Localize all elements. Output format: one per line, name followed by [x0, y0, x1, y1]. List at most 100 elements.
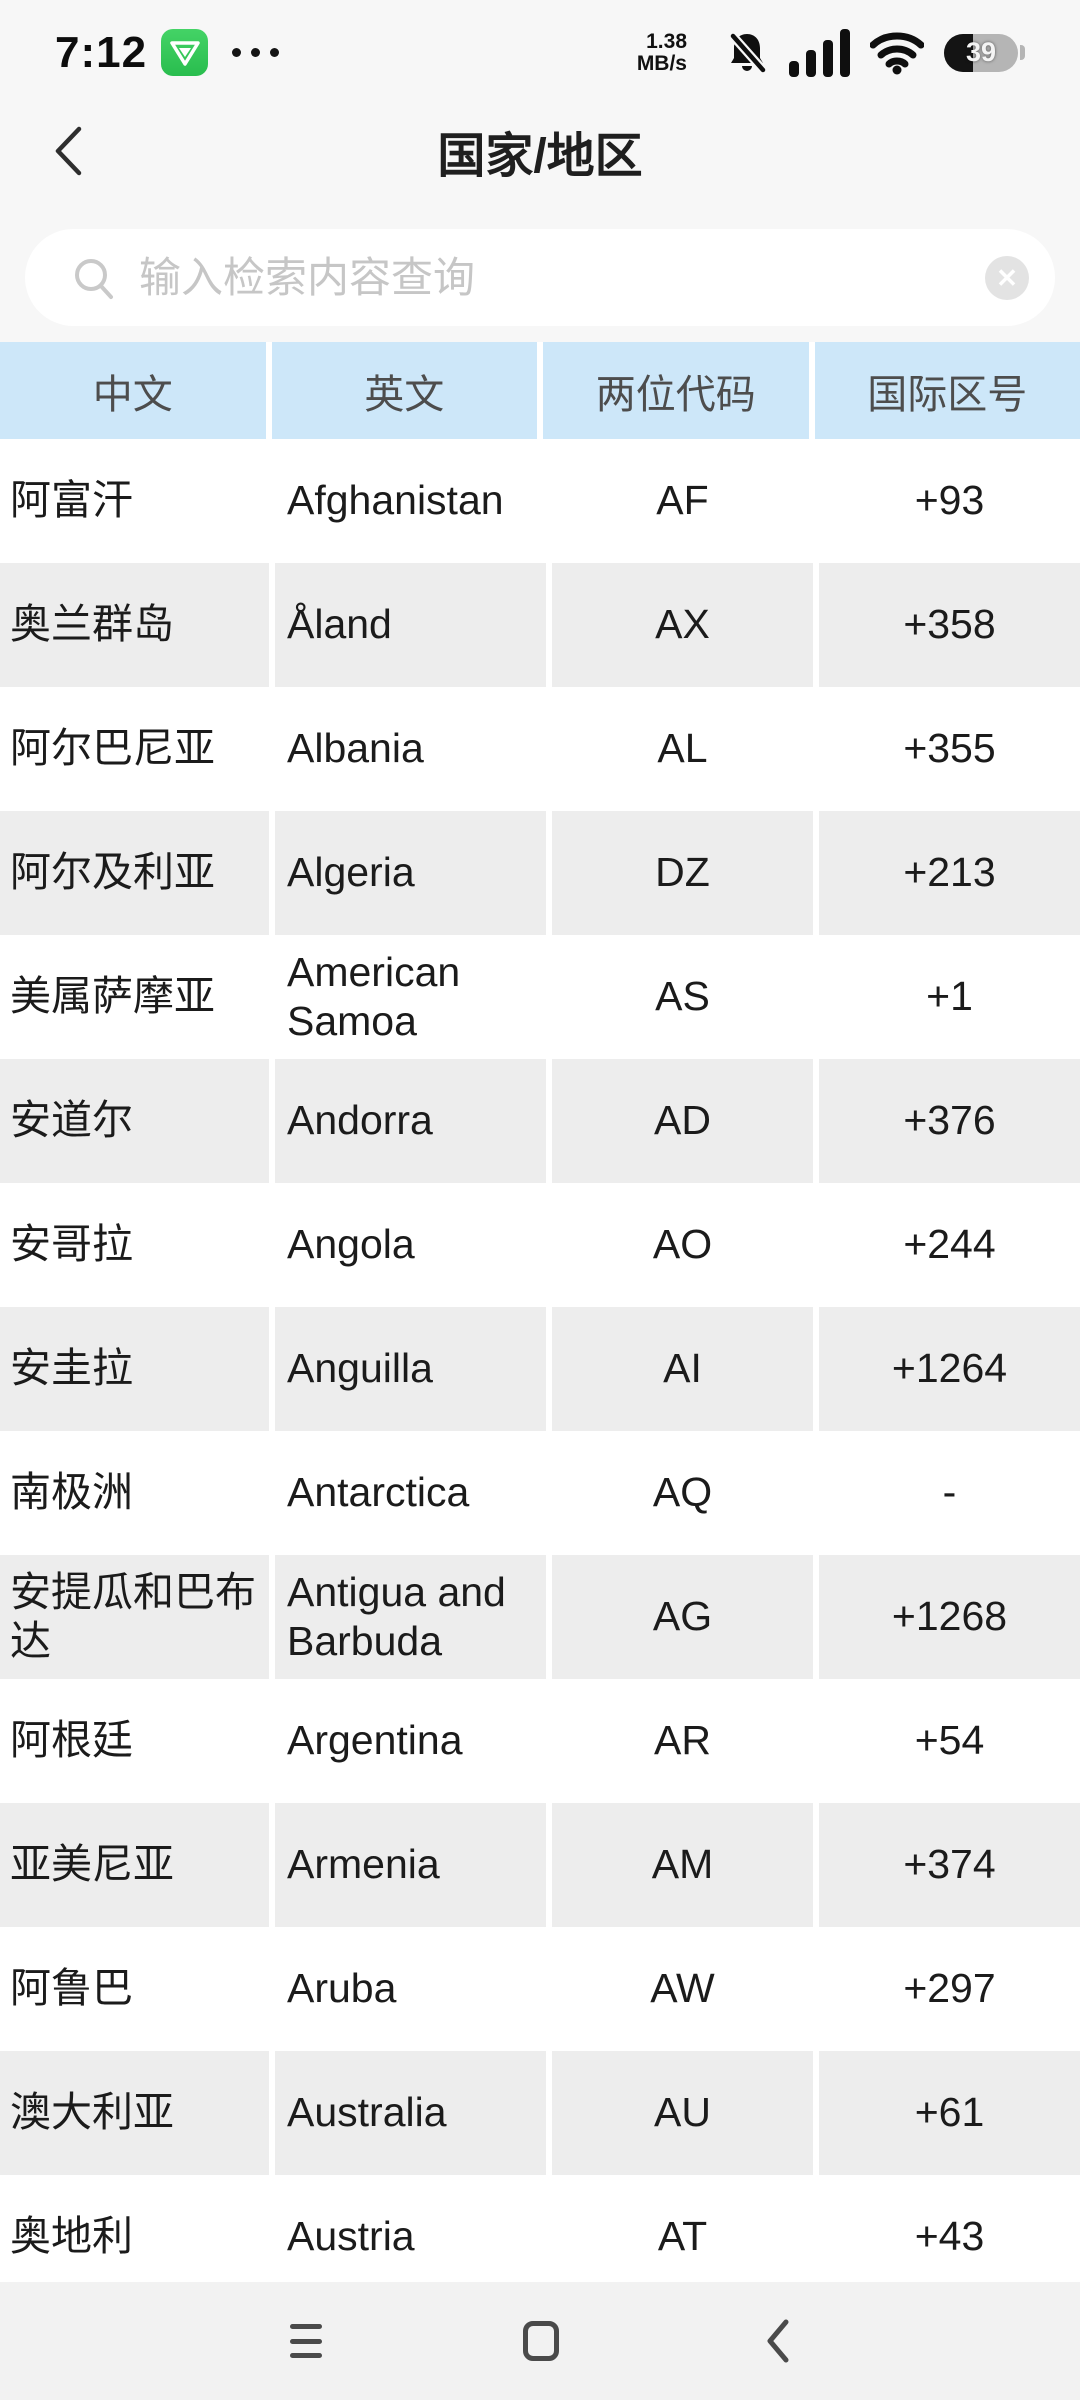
cell-chinese-name: 阿尔巴尼亚 [0, 687, 269, 811]
search-bar[interactable]: ✕ [25, 229, 1055, 326]
cell-english-name: American Samoa [269, 935, 546, 1059]
cell-dial-code: +93 [813, 439, 1080, 563]
cell-english-name: Algeria [269, 811, 546, 935]
table-row[interactable]: 安提瓜和巴布达 Antigua and Barbuda AG +1268 [0, 1555, 1080, 1679]
cell-country-code: AO [546, 1183, 813, 1307]
wifi-icon [870, 31, 924, 75]
recents-button[interactable] [236, 2282, 376, 2400]
cell-english-name: Andorra [269, 1059, 546, 1183]
cell-dial-code: +213 [813, 811, 1080, 935]
cell-country-code: AM [546, 1803, 813, 1927]
navigation-bar [0, 2282, 1080, 2400]
column-header-chinese: 中文 [92, 372, 173, 417]
column-header-english: 英文 [265, 342, 538, 439]
table-row[interactable]: 安哥拉 Angola AO +244 [0, 1183, 1080, 1307]
app-header: 国家/地区 [0, 95, 1080, 207]
cell-dial-code: +376 [813, 1059, 1080, 1183]
cell-dial-code: +43 [813, 2175, 1080, 2299]
cell-country-code: AD [546, 1059, 813, 1183]
home-button[interactable] [471, 2282, 611, 2400]
cell-english-name: Argentina [269, 1679, 546, 1803]
network-speed-unit: MB/s [636, 51, 687, 75]
table-row[interactable]: 美属萨摩亚 American Samoa AS +1 [0, 935, 1080, 1059]
top-chrome: 7:12 1.38 MB/s [0, 0, 1080, 342]
table-row[interactable]: 南极洲 Antarctica AQ - [0, 1431, 1080, 1555]
cell-chinese-name: 安道尔 [0, 1059, 269, 1183]
chevron-left-icon [55, 126, 82, 176]
cell-country-code: AQ [546, 1431, 813, 1555]
cell-english-name: Armenia [269, 1803, 546, 1927]
cell-country-code: AF [546, 439, 813, 563]
cell-dial-code: +1264 [813, 1307, 1080, 1431]
page-title: 国家/地区 [437, 130, 643, 183]
cell-chinese-name: 美属萨摩亚 [0, 935, 269, 1059]
back-nav-button[interactable] [708, 2282, 848, 2400]
search-input[interactable] [137, 252, 969, 303]
cell-english-name: Afghanistan [269, 439, 546, 563]
table-row[interactable]: 阿根廷 Argentina AR +54 [0, 1679, 1080, 1803]
cell-country-code: DZ [546, 811, 813, 935]
cell-dial-code: - [813, 1431, 1080, 1555]
clear-search-button[interactable]: ✕ [985, 255, 1029, 300]
network-speed: 1.38 MB/s [636, 29, 687, 75]
cell-english-name: Aruba [269, 1927, 546, 2051]
cell-country-code: AG [546, 1555, 813, 1679]
network-speed-value: 1.38 [646, 29, 687, 53]
cell-english-name: Australia [269, 2051, 546, 2175]
cell-country-code: AX [546, 563, 813, 687]
table-row[interactable]: 阿尔及利亚 Algeria DZ +213 [0, 811, 1080, 935]
cell-chinese-name: 安提瓜和巴布达 [0, 1555, 269, 1679]
table-row[interactable]: 安圭拉 Anguilla AI +1264 [0, 1307, 1080, 1431]
status-bar-right: 1.38 MB/s [636, 28, 1025, 77]
table-header: 中文 英文 两位代码 国际区号 [0, 342, 1080, 439]
search-icon [75, 258, 113, 299]
cell-country-code: AU [546, 2051, 813, 2175]
cell-english-name: Anguilla [269, 1307, 546, 1431]
country-table: 阿富汗 Afghanistan AF +93 奥兰群岛 Åland AX +35… [0, 439, 1080, 2299]
table-row[interactable]: 奥地利 Austria AT +43 [0, 2175, 1080, 2299]
back-button[interactable] [18, 95, 118, 207]
cell-dial-code: +1 [813, 935, 1080, 1059]
cell-chinese-name: 南极洲 [0, 1431, 269, 1555]
cell-country-code: AR [546, 1679, 813, 1803]
cell-english-name: Antigua and Barbuda [269, 1555, 546, 1679]
cell-dial-code: +61 [813, 2051, 1080, 2175]
cell-dial-code: +355 [813, 687, 1080, 811]
table-row[interactable]: 安道尔 Andorra AD +376 [0, 1059, 1080, 1183]
table-row[interactable]: 亚美尼亚 Armenia AM +374 [0, 1803, 1080, 1927]
cell-chinese-name: 阿尔及利亚 [0, 811, 269, 935]
column-header-dial: 国际区号 [808, 342, 1080, 439]
table-row[interactable]: 澳大利亚 Australia AU +61 [0, 2051, 1080, 2175]
table-row[interactable]: 奥兰群岛 Åland AX +358 [0, 563, 1080, 687]
cell-country-code: AT [546, 2175, 813, 2299]
table-row[interactable]: 阿富汗 Afghanistan AF +93 [0, 439, 1080, 563]
cell-chinese-name: 奥兰群岛 [0, 563, 269, 687]
status-time: 7:12 [55, 27, 148, 77]
battery-nub [1020, 45, 1025, 60]
cell-chinese-name: 澳大利亚 [0, 2051, 269, 2175]
search-zone: ✕ [0, 207, 1080, 342]
cell-chinese-name: 安圭拉 [0, 1307, 269, 1431]
column-header-code: 两位代码 [537, 342, 809, 439]
cell-english-name: Åland [269, 563, 546, 687]
table-row[interactable]: 阿尔巴尼亚 Albania AL +355 [0, 687, 1080, 811]
app-notification-icon [161, 29, 209, 76]
cell-dial-code: +54 [813, 1679, 1080, 1803]
cell-chinese-name: 阿根廷 [0, 1679, 269, 1803]
cell-dial-code: +244 [813, 1183, 1080, 1307]
battery-icon: 39 [944, 33, 1025, 72]
table-row[interactable]: 阿鲁巴 Aruba AW +297 [0, 1927, 1080, 2051]
cell-dial-code: +297 [813, 1927, 1080, 2051]
cell-country-code: AI [546, 1307, 813, 1431]
cell-chinese-name: 阿鲁巴 [0, 1927, 269, 2051]
cell-english-name: Antarctica [269, 1431, 546, 1555]
signal-icon [789, 28, 850, 77]
chevron-left-icon [767, 2319, 789, 2363]
cell-chinese-name: 奥地利 [0, 2175, 269, 2299]
cell-english-name: Austria [269, 2175, 546, 2299]
cell-chinese-name: 亚美尼亚 [0, 1803, 269, 1927]
cell-country-code: AS [546, 935, 813, 1059]
ellipsis-icon [232, 48, 289, 57]
cell-country-code: AL [546, 687, 813, 811]
